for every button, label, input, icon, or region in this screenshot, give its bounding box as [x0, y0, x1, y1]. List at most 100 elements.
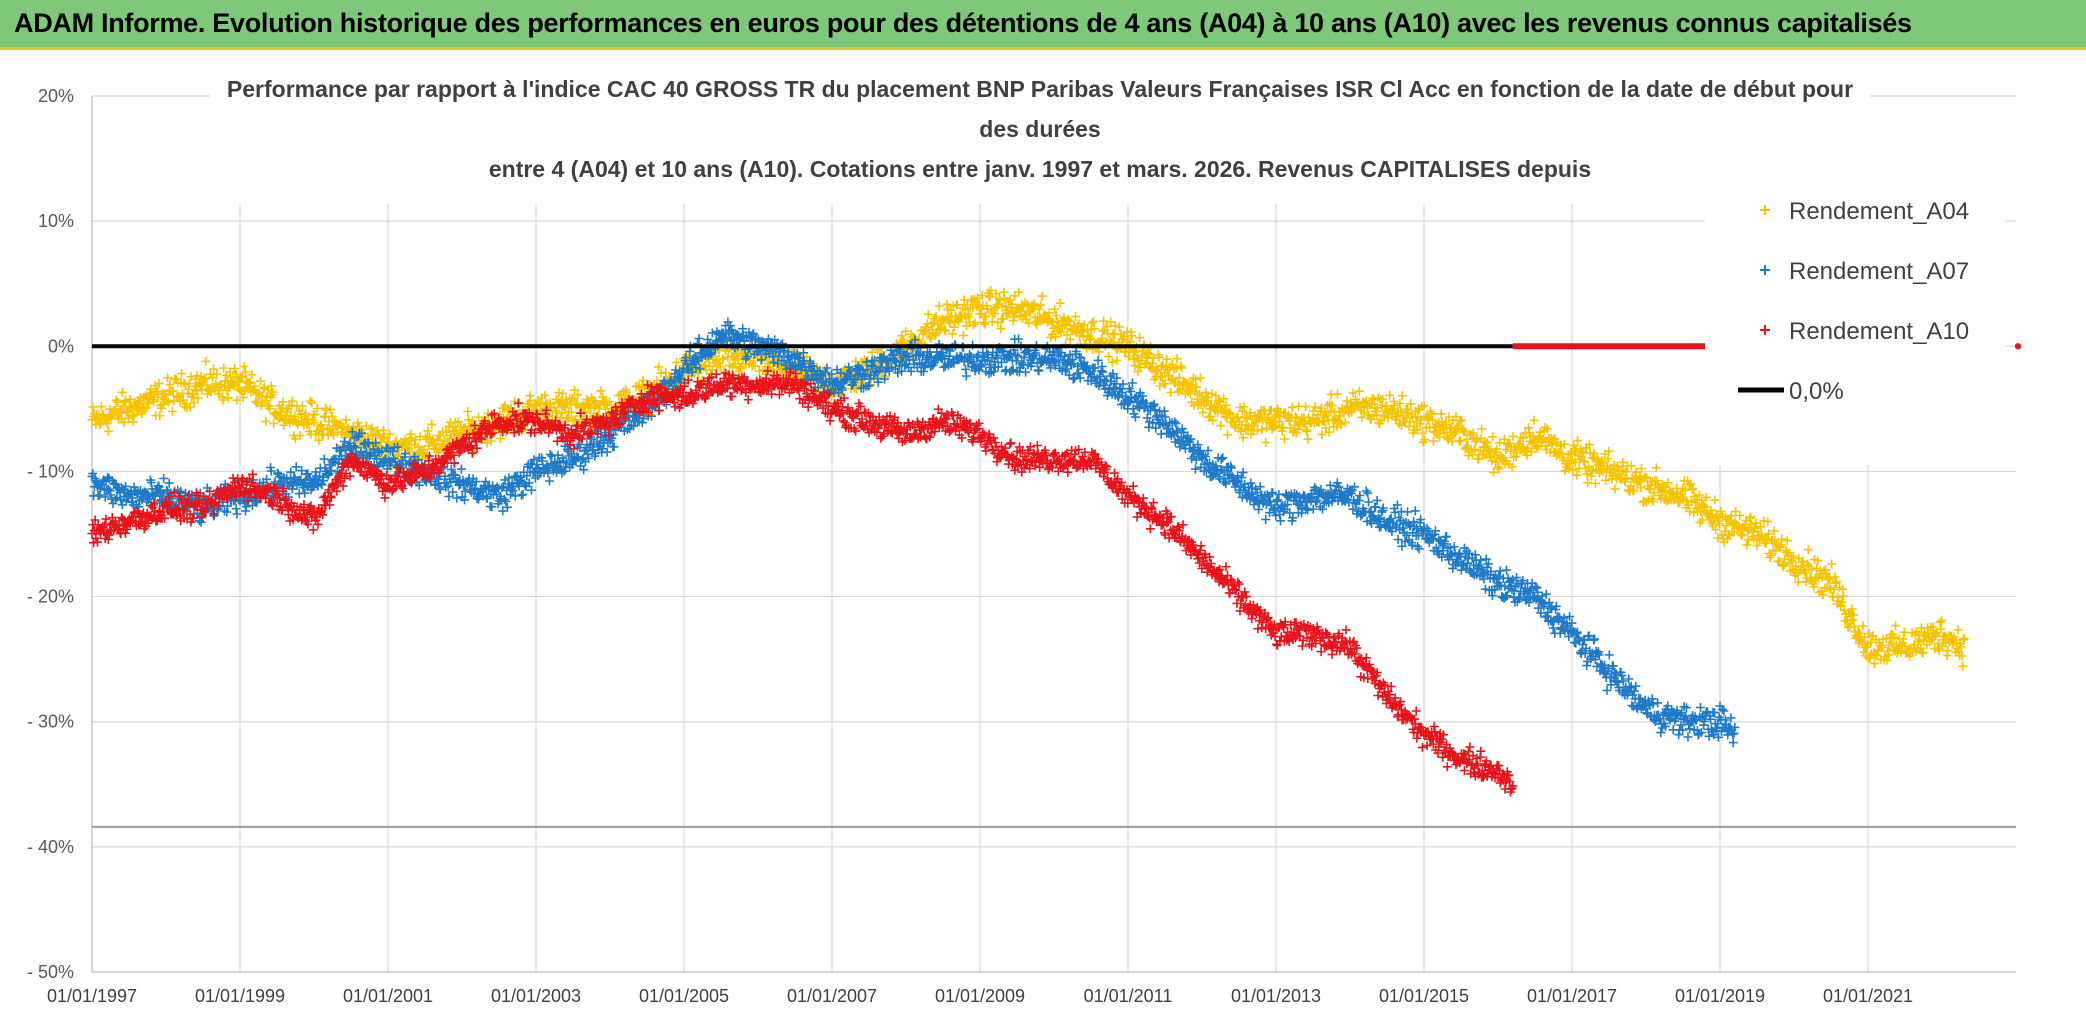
data-point: [1336, 419, 1346, 429]
data-point: [750, 361, 760, 371]
data-point: [1094, 347, 1104, 357]
data-point: [297, 401, 307, 411]
data-point: [100, 492, 110, 502]
data-point: [948, 329, 957, 339]
data-point: [1316, 403, 1326, 413]
data-point: [596, 386, 606, 396]
data-point: [186, 372, 196, 382]
data-point: [580, 407, 590, 417]
data-point: [1207, 389, 1217, 399]
data-point: [321, 403, 331, 413]
data-point: [1059, 313, 1069, 323]
data-point: [718, 354, 728, 364]
data-point: [1317, 430, 1327, 440]
data-point: [1162, 354, 1172, 364]
data-point: [1153, 367, 1162, 376]
data-point: [295, 431, 305, 440]
data-point: [423, 426, 433, 436]
data-point: [1502, 565, 1511, 575]
data-point: [168, 386, 178, 396]
data-point: [1891, 621, 1901, 631]
data-point: [1357, 412, 1367, 422]
data-point: [1601, 475, 1611, 485]
data-point: [672, 357, 682, 367]
data-point: [453, 417, 463, 427]
x-tick-label: 01/01/2005: [639, 986, 729, 1006]
data-point: [1287, 402, 1297, 412]
y-tick-label: - 50%: [27, 962, 74, 982]
data-point: [155, 411, 165, 421]
data-point: [1958, 661, 1968, 671]
data-point: [231, 370, 241, 379]
data-point: [464, 415, 473, 425]
data-point: [961, 371, 971, 381]
data-point: [969, 320, 978, 330]
data-point: [374, 429, 384, 439]
data-point: [573, 390, 583, 400]
data-point: [316, 420, 326, 430]
data-point: [326, 405, 335, 415]
data-point: [952, 300, 962, 310]
data-point: [897, 331, 907, 341]
data-point: [111, 395, 121, 405]
data-point: [901, 326, 911, 336]
data-point: [117, 387, 127, 397]
data-point: [518, 489, 528, 499]
data-point: [1051, 311, 1061, 321]
data-point: [1428, 415, 1438, 425]
data-point: [202, 380, 212, 390]
data-point: [1107, 357, 1117, 367]
data-point: [181, 379, 190, 389]
data-point: [411, 435, 420, 445]
data-point: [1397, 391, 1407, 401]
data-point: [1348, 388, 1358, 398]
data-point: [400, 434, 410, 444]
data-point: [265, 404, 275, 414]
data-point: [230, 364, 240, 373]
data-point: [1631, 681, 1641, 691]
data-point: [1166, 388, 1176, 397]
data-point: [1364, 497, 1373, 507]
data-point: [930, 314, 940, 323]
data-point: [1710, 495, 1720, 505]
x-tick-label: 01/01/1999: [195, 986, 285, 1006]
data-point: [1208, 415, 1218, 425]
data-point: [1238, 433, 1248, 443]
data-point: [236, 373, 246, 382]
data-point: [238, 392, 248, 402]
x-tick-label: 01/01/2015: [1379, 986, 1469, 1006]
y-tick-label: - 10%: [27, 461, 74, 481]
y-tick-label: - 20%: [27, 587, 74, 607]
data-point: [1099, 316, 1109, 326]
data-point: [287, 396, 297, 406]
data-point: [562, 414, 572, 424]
y-tick-label: 0%: [48, 336, 74, 356]
data-point: [1363, 488, 1373, 498]
data-point: [163, 397, 173, 407]
data-point: [958, 330, 968, 340]
data-point: [1481, 554, 1491, 564]
data-point: [984, 291, 994, 301]
data-point: [327, 411, 337, 421]
data-point: [269, 419, 279, 428]
data-point: [694, 334, 704, 343]
data-point: [1354, 386, 1364, 396]
data-point: [1071, 312, 1081, 322]
data-point: [567, 393, 577, 403]
header-bar: ADAM Informe. Evolution historique des p…: [0, 0, 2086, 50]
data-point: [379, 432, 389, 442]
data-point: [1406, 399, 1416, 409]
data-point: [560, 403, 570, 413]
data-point: [495, 434, 505, 443]
data-point: [1050, 332, 1060, 342]
data-point: [278, 397, 288, 407]
data-point: [1056, 327, 1066, 337]
data-point: [693, 368, 703, 378]
data-point: [185, 402, 195, 412]
data-point: [1278, 422, 1288, 432]
data-point: [998, 314, 1008, 324]
data-point: [1050, 304, 1060, 314]
data-point: [312, 404, 322, 413]
data-point: [1110, 321, 1120, 331]
data-point: [1418, 428, 1427, 438]
